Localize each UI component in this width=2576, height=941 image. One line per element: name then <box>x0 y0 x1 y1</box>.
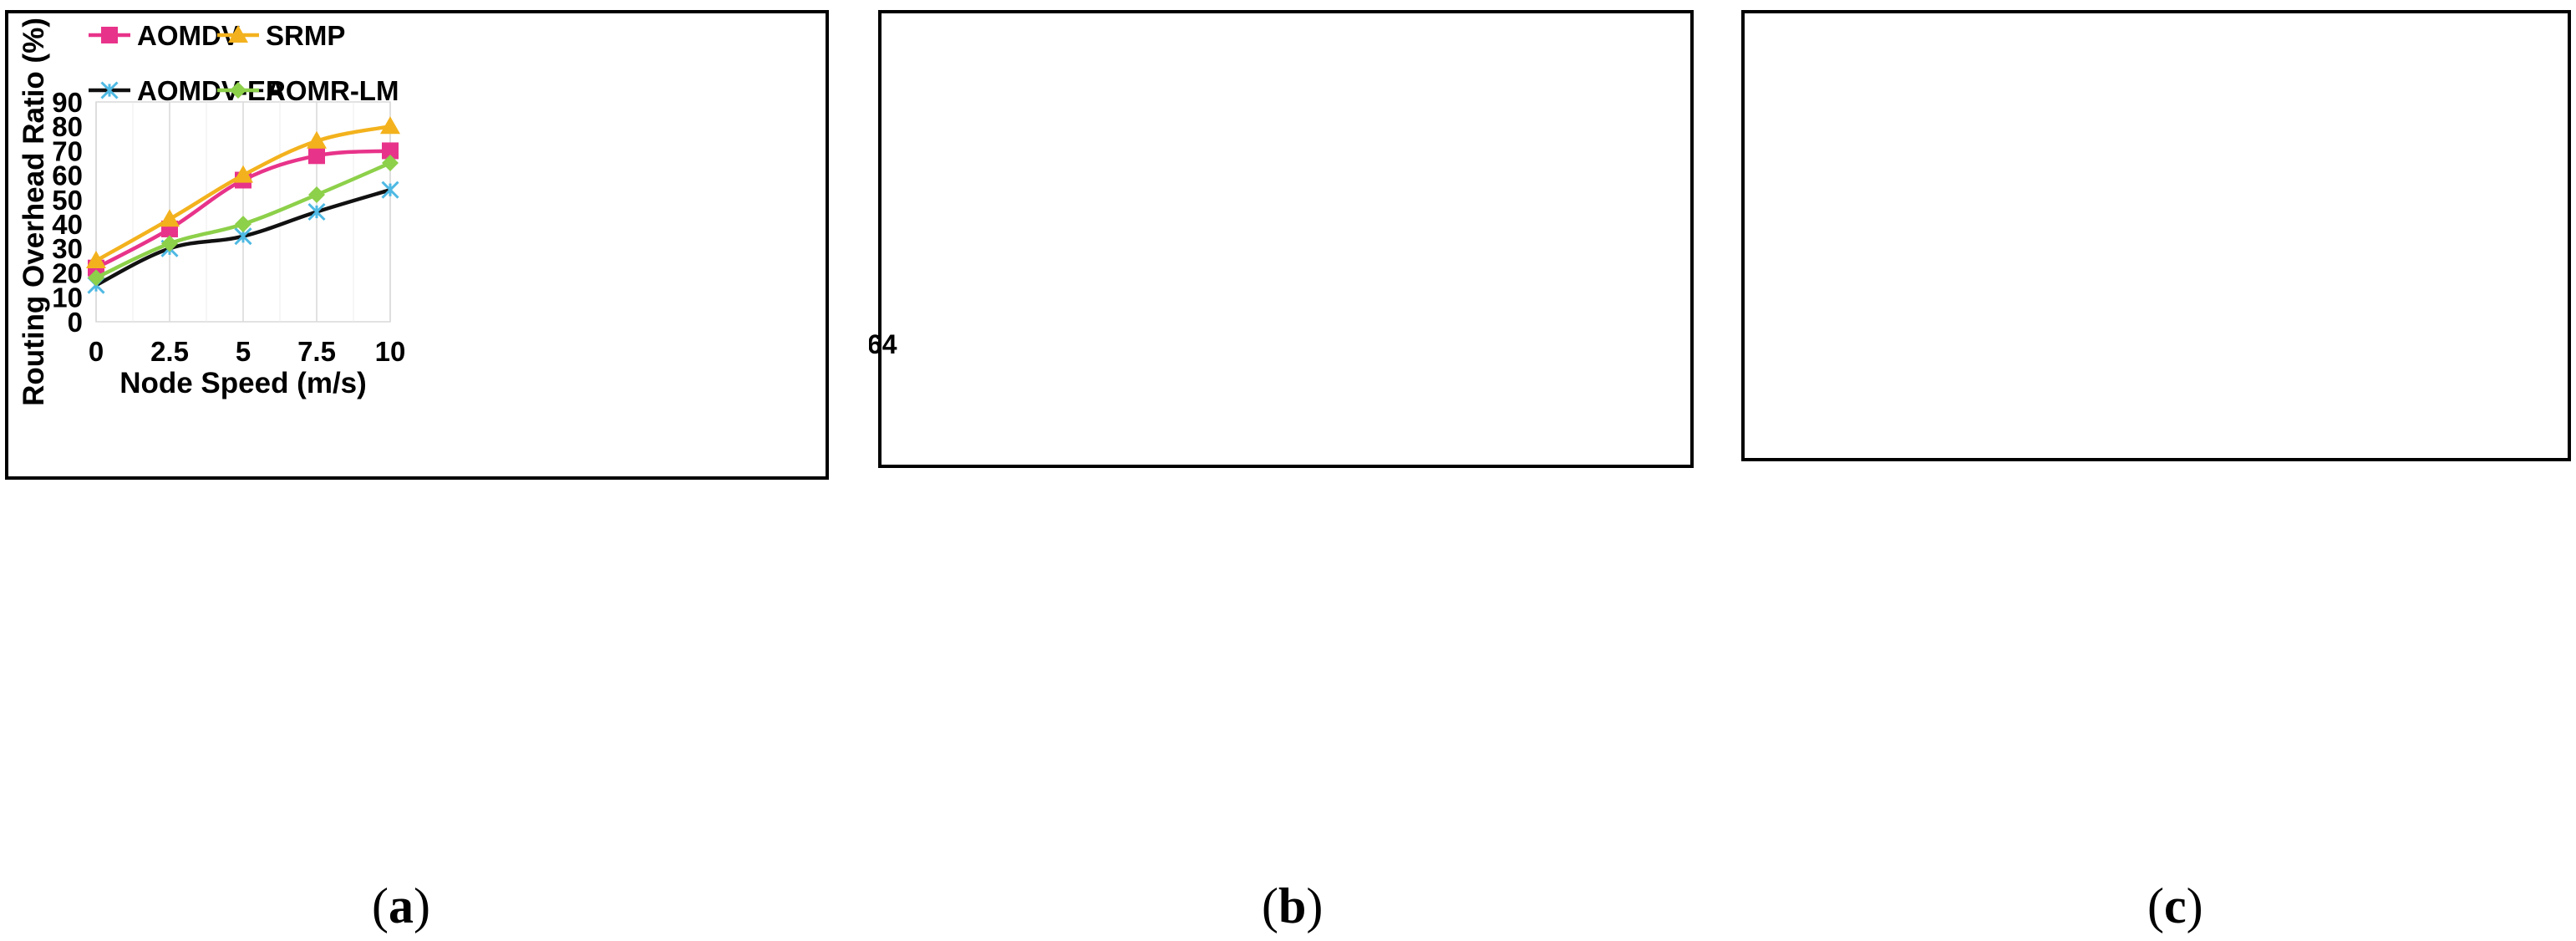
caption-b-letter: b <box>1278 878 1307 933</box>
chart-a-point-srmp-4 <box>380 116 400 135</box>
chart-a-point-aomdv-er-4 <box>381 181 399 199</box>
chart-a-legend-label-srmp: SRMP <box>266 20 345 51</box>
chart-a-xtick-label-2: 5 <box>236 336 251 367</box>
chart-a-legend-marker-aomdv <box>101 27 118 43</box>
chart-a-point-srmp-0 <box>86 250 106 268</box>
chart-panel-b: 010203040506070642644646648641064Packet … <box>466 0 1705 836</box>
chart-a-ytick-label-0: 0 <box>68 307 83 338</box>
chart-a-ytick-label-8: 80 <box>52 111 83 142</box>
chart-a-xtick-label-1: 2.5 <box>150 336 189 367</box>
caption-b: (b) <box>1262 878 1324 933</box>
chart-a-point-aomdv-3 <box>308 147 325 165</box>
chart-a-ytick-label-1: 10 <box>52 282 83 313</box>
chart-a-point-srmp-1 <box>160 209 180 227</box>
chart-a-ytick-label-7: 70 <box>52 135 83 166</box>
caption-c: (c) <box>2147 878 2203 933</box>
chart-a-ytick-label-3: 30 <box>52 233 83 264</box>
caption-a: (a) <box>372 878 430 933</box>
chart-a-point-aomdv-4 <box>382 142 399 160</box>
chart-a-point-aomdv-er-3 <box>307 202 326 221</box>
chart-a-xtick-label-3: 7.5 <box>297 336 336 367</box>
caption-a-letter: a <box>388 878 414 933</box>
chart-a-xtick-label-0: 0 <box>89 336 104 367</box>
chart-b-frame <box>878 10 1694 468</box>
chart-a-point-srmp-3 <box>307 130 327 149</box>
chart-a-legend-label-aomdv-er: AOMDV-ER <box>137 75 286 106</box>
chart-a-ytick-label-5: 50 <box>52 185 83 216</box>
chart-a-ylabel: Routing Overhead Ratio (%) <box>18 18 50 406</box>
chart-b-xtick-label-5: 1064 <box>869 329 897 359</box>
caption-c-letter: c <box>2163 878 2187 933</box>
chart-a-point-aomr-lm-3 <box>308 186 325 204</box>
chart-c-svg: 0102030405060701020304050Simulation Time… <box>907 10 2571 461</box>
chart-a-xtick-label-4: 10 <box>375 336 406 367</box>
chart-a-legend-label-aomr-lm: AOMR-LM <box>266 75 399 106</box>
chart-a-point-aomr-lm-0 <box>88 269 104 287</box>
chart-a-ytick-label-2: 20 <box>52 257 83 288</box>
chart-a-ytick-label-6: 60 <box>52 160 83 191</box>
chart-b-svg: 010203040506070642644646648641064Packet … <box>466 10 1694 468</box>
chart-a-point-aomr-lm-4 <box>382 155 399 172</box>
chart-a-legend-marker-aomdv-er <box>100 81 119 99</box>
chart-panel-a: 0 10 20 30 40 50 60 70 80 90 0 2.5 5 7.5 10 Node Speed … <box>0 0 836 836</box>
chart-a-ytick-label-9: 90 <box>52 87 83 118</box>
chart-a-legend-marker-srmp <box>228 25 248 43</box>
chart-a-point-aomr-lm-2 <box>235 216 252 233</box>
chart-c-frame <box>1741 10 2571 461</box>
chart-a-legend-marker-aomr-lm <box>230 82 246 99</box>
chart-a-point-srmp-2 <box>233 165 253 183</box>
chart-panel-c: 0102030405060701020304050Simulation Time… <box>907 0 2576 836</box>
chart-a-ytick-label-4: 40 <box>52 209 83 240</box>
chart-a-xlabel: Node Speed (m/s) <box>119 367 367 399</box>
chart-a-point-aomr-lm-1 <box>161 235 178 252</box>
